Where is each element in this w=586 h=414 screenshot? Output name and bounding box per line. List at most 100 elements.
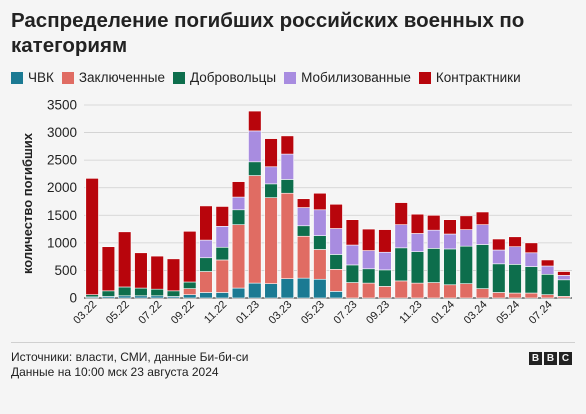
bar-segment [313,278,327,299]
bar-segment [296,225,311,237]
bar-segment [394,202,408,225]
bar-segment [540,259,555,267]
bar-segment [557,279,571,297]
x-tick-label: 09.23 [364,299,392,327]
bar-segment [248,282,262,299]
legend-label: ЧВК [28,70,54,85]
bar-segment [313,192,327,211]
y-tick-label: 3500 [47,98,77,113]
x-tick-label: 01.24 [429,299,457,327]
bar-segment [183,281,197,289]
x-tick-label: 05.22 [104,299,132,327]
bar-segment [199,271,213,293]
bar-segment [329,269,343,292]
bar-segment [296,198,311,208]
bar-segment [475,224,490,245]
bar-segment [280,179,294,194]
bar-segment [362,268,376,284]
bar-segment [492,249,506,265]
bar-segment [475,244,490,289]
bar-segment [280,278,294,299]
legend-item: Добровольцы [172,70,276,85]
bar-segment [231,209,246,225]
legend-swatch [172,71,185,84]
bar-segment [313,235,327,250]
bar-segment [248,130,262,163]
bar-segment [378,286,392,299]
date-line: Данные на 10:00 мск 23 августа 2024 [11,365,219,379]
bar-segment [118,295,132,299]
bar-segment [215,259,229,293]
bar-segment [394,247,408,282]
bar-segment [410,213,425,234]
bar-segment [85,178,99,295]
bar-segment [508,246,522,265]
y-tick-label: 1000 [47,235,77,250]
legend-label: Заключенные [78,70,165,85]
bar-segment [492,263,506,293]
source-note: Источники: власти, СМИ, данные Би-би-си … [11,350,248,380]
bar-segment [362,228,376,251]
bar-segment [134,295,148,299]
bar-segment [166,290,181,297]
bar-segment [540,273,555,295]
bar-segment [264,183,278,198]
bbc-logo-letter: B [544,352,557,365]
bar-segment [427,248,441,283]
divider [11,342,575,343]
bar-segment [101,246,116,292]
legend-item: ЧВК [11,70,54,85]
bar-segment [329,228,343,255]
y-tick-label: 2000 [47,180,77,195]
bar-segment [443,284,457,299]
bar-segment [378,269,392,287]
bar-segment [264,197,278,284]
x-tick-label: 05.24 [494,299,522,327]
bar-segment [199,257,213,272]
bar-segment [492,292,506,299]
bar-segment [557,271,571,276]
bar-segment [345,264,360,283]
bar-segment [199,205,213,241]
bar-segment [231,224,246,289]
legend-swatch [61,71,74,84]
bar-segment [345,282,360,299]
x-tick-label: 07.22 [136,299,164,327]
legend-swatch [284,71,297,84]
bar-segment [329,291,343,299]
bar-segment [475,211,490,225]
bar-segment [118,231,132,288]
y-tick-label: 0 [69,291,77,306]
bar-segment [231,287,246,299]
bar-segment [394,280,408,299]
bar-segment [427,229,441,249]
bar-segment [280,192,294,280]
bar-segment [248,161,262,176]
bar-segment [345,219,360,246]
bar-segment [410,251,425,284]
x-tick-label: 01.23 [234,299,262,327]
bar-segment [150,255,164,290]
bar-segment [443,233,457,250]
bar-segment [231,196,246,211]
legend-swatch [11,71,23,84]
bar-segment [378,229,392,253]
bar-segment [540,294,555,299]
legend-label: Мобилизованные [301,70,411,85]
bbc-logo: B B C [527,352,572,365]
bar-segment [524,292,538,299]
bar-segment [296,277,311,299]
bar-segment [183,230,197,283]
y-tick-label: 2500 [47,153,77,168]
bar-segment [427,282,441,299]
bar-segment [459,245,473,284]
bar-segment [134,287,148,297]
bar-segment [264,283,278,299]
bar-segment [459,229,473,247]
x-tick-label: 11.23 [397,299,424,326]
bar-segment [329,254,343,270]
bar-segment [459,283,473,299]
legend-item: Мобилизованные [284,70,411,85]
bar-segment [443,248,457,286]
bar-segment [362,250,376,270]
